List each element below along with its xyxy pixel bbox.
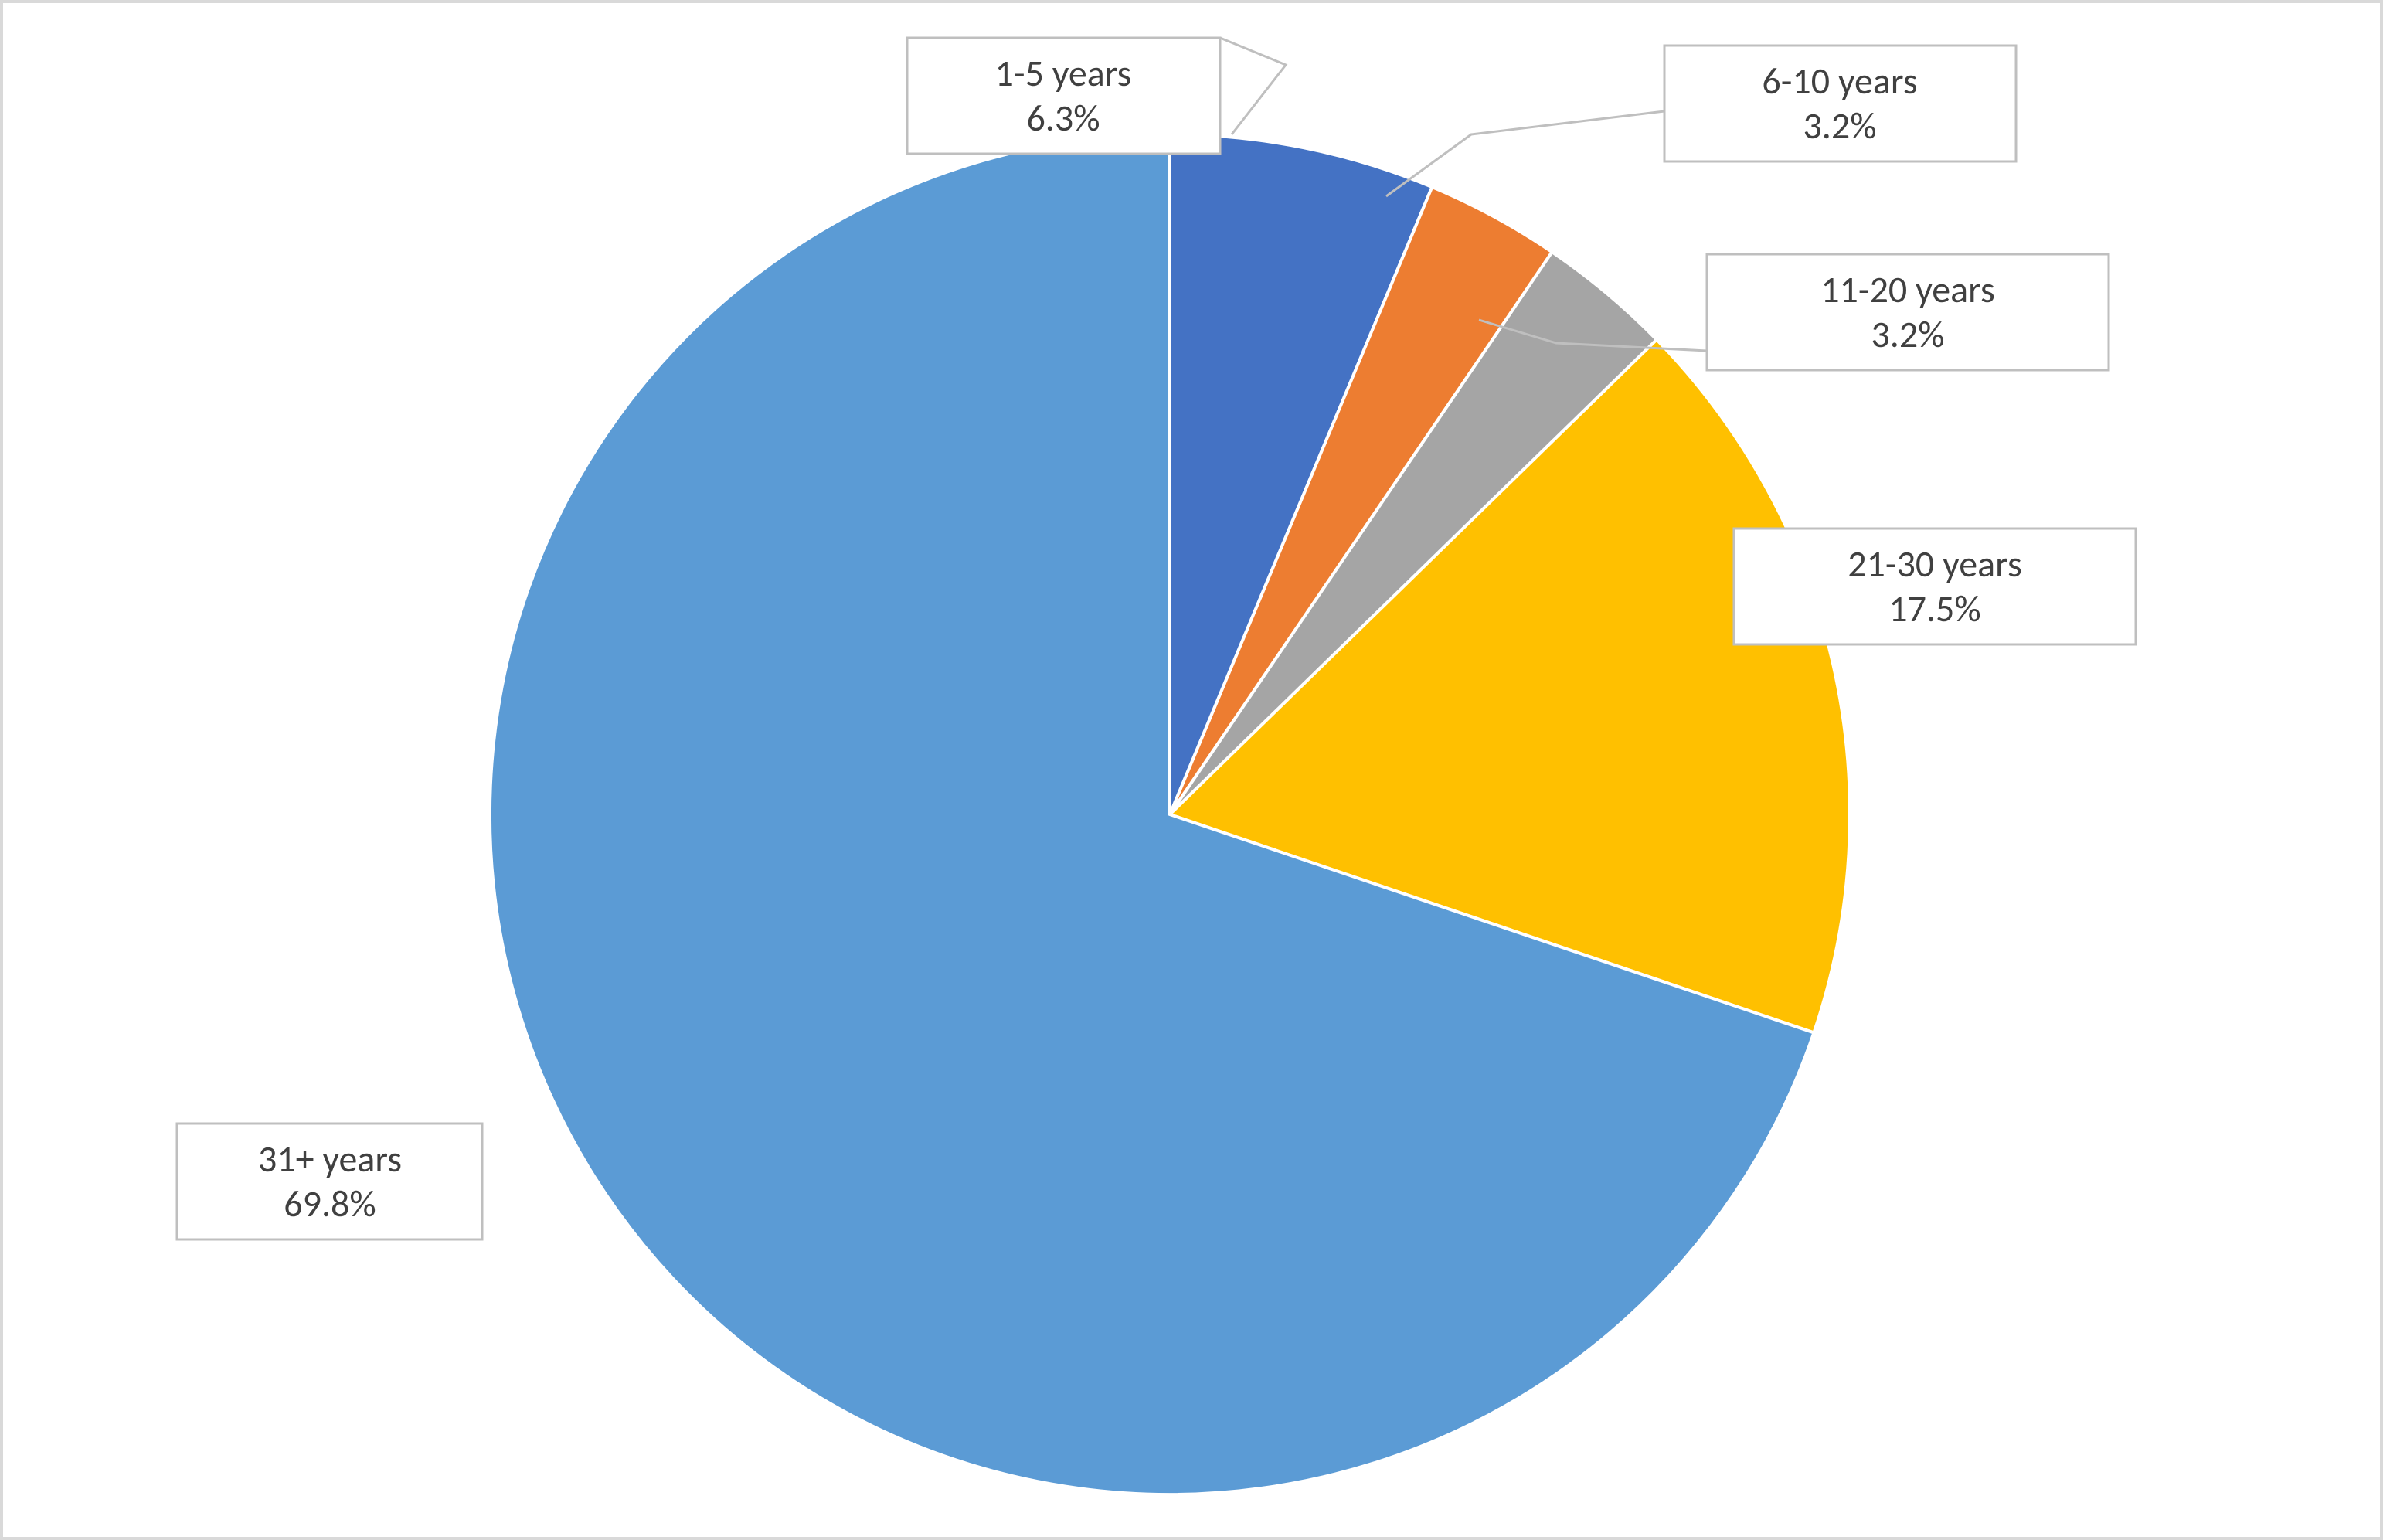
callout-label-line2: 17.5% <box>1888 586 1980 631</box>
callout-label-line2: 3.2% <box>1803 103 1876 148</box>
chart-frame: 1-5 years6.3%6-10 years3.2%11-20 years3.… <box>0 0 2383 1540</box>
callout-label-line1: 1-5 years <box>995 50 1132 96</box>
callout-leader <box>1386 111 1664 196</box>
callout-leader <box>1220 38 1286 134</box>
callout-label-line1: 31+ years <box>258 1136 402 1181</box>
pie-chart: 1-5 years6.3%6-10 years3.2%11-20 years3.… <box>3 3 2383 1540</box>
callout-label-line1: 21-30 years <box>1848 541 2022 586</box>
callout-label-line2: 69.8% <box>284 1181 376 1226</box>
callout-label-line2: 6.3% <box>1026 95 1100 141</box>
callout-label-line1: 6-10 years <box>1762 58 1917 104</box>
callout-label-line1: 11-20 years <box>1820 267 1995 312</box>
callout-label-line2: 3.2% <box>1871 311 1944 357</box>
